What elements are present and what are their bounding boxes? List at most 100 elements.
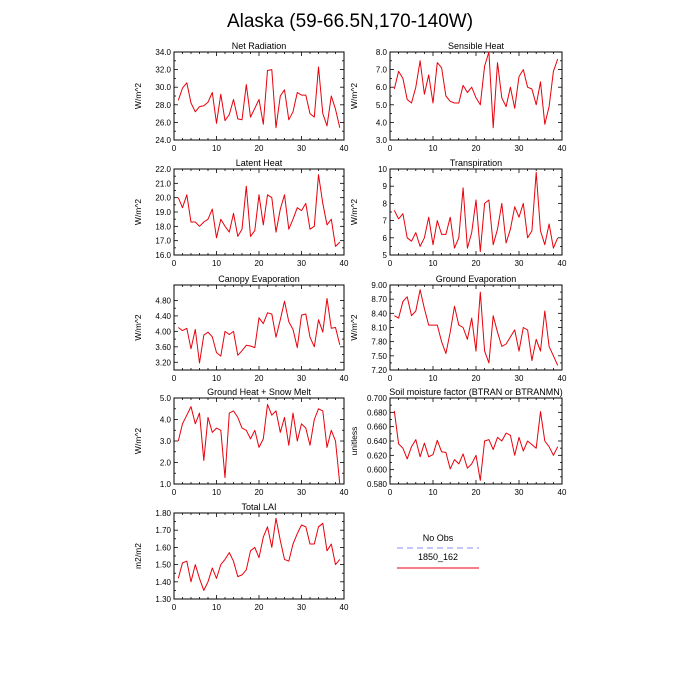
x-tick-label: 10 [429, 259, 438, 268]
y-tick-label: 4.80 [155, 296, 171, 305]
y-tick-label: 1.80 [155, 509, 171, 518]
y-tick-label: 9 [383, 182, 388, 191]
panel-ground-heat-snow-melt: Ground Heat + Snow Melt 0 10 20 30 40 1.0 2.0 3.… [133, 387, 349, 497]
x-tick-label: 30 [515, 374, 524, 383]
series-line [393, 51, 559, 129]
x-tick-label: 10 [429, 488, 438, 497]
y-tick-label: 5 [383, 251, 388, 260]
x-tick-label: 0 [172, 488, 177, 497]
panel-soil-moisture-factor-btran-or-btranmn: Soil moisture factor (BTRAN or BTRANMN)0… [349, 387, 567, 497]
y-tick-label: 5.0 [160, 394, 172, 403]
y-tick-label: 1.60 [155, 543, 171, 552]
panel-title-total-lai: Total LAI [241, 502, 276, 512]
x-tick-label: 0 [388, 259, 393, 268]
y-tick-label: 1.70 [155, 526, 171, 535]
y-tick-label: 20.0 [155, 194, 171, 203]
y-tick-label: 7.20 [371, 366, 387, 375]
x-tick-label: 0 [172, 374, 177, 383]
x-tick-label: 10 [212, 259, 221, 268]
y-axis-label: W/m^2 [133, 83, 143, 109]
y-tick-label: 34.0 [155, 48, 171, 57]
x-tick-label: 10 [429, 374, 438, 383]
panel-total-lai: Total LAI 0 10 20 30 40 1.30 1.40 1.50 1.60 1.70 1.… [133, 502, 349, 612]
x-tick-label: 40 [558, 488, 567, 497]
x-tick-label: 0 [388, 374, 393, 383]
y-axis-label: W/m^2 [133, 199, 143, 225]
y-tick-label: 1.40 [155, 578, 171, 587]
main-title: Alaska (59-66.5N,170-140W) [227, 11, 473, 32]
x-tick-label: 10 [212, 144, 221, 153]
y-tick-label: 2.0 [160, 459, 172, 468]
y-tick-label: 0.580 [367, 480, 388, 489]
y-tick-label: 18.0 [155, 222, 171, 231]
y-tick-label: 3.0 [160, 437, 172, 446]
x-tick-label: 40 [340, 488, 349, 497]
y-tick-label: 8.0 [376, 48, 388, 57]
legend-label-no-obs: No Obs [423, 533, 454, 543]
y-tick-label: 21.0 [155, 179, 171, 188]
x-tick-label: 40 [558, 259, 567, 268]
panel-title-transpiration: Transpiration [450, 158, 502, 168]
y-tick-label: 1.30 [155, 595, 171, 604]
panel-transpiration: Transpiration 0 10 20 30 40 5 6 7 8 9 10 W/m^2 [349, 158, 567, 268]
y-tick-label: 3.60 [155, 343, 171, 352]
panel-title-latent-heat: Latent Heat [236, 158, 283, 168]
x-tick-label: 0 [172, 144, 177, 153]
y-tick-label: 32.0 [155, 66, 171, 75]
x-tick-label: 0 [388, 144, 393, 153]
x-tick-label: 0 [172, 259, 177, 268]
panel-title-canopy-evaporation: Canopy Evaporation [218, 274, 300, 284]
panel-title-ground-evaporation: Ground Evaporation [436, 274, 517, 284]
x-tick-label: 40 [558, 144, 567, 153]
x-tick-label: 30 [297, 259, 306, 268]
panel-ground-evaporation: Ground Evaporation 0 10 20 30 40 7.20 7.50 7.80 8… [349, 274, 567, 383]
y-tick-label: 4.00 [155, 327, 171, 336]
y-tick-label: 22.0 [155, 165, 171, 174]
y-tick-label: 4.40 [155, 312, 171, 321]
panel-canopy-evaporation: Canopy Evaporation 0 10 20 30 40 3.20 3.60 4.00 4… [133, 274, 349, 383]
x-tick-label: 0 [388, 488, 393, 497]
x-tick-label: 30 [515, 144, 524, 153]
x-tick-label: 20 [472, 488, 481, 497]
y-tick-label: 8.10 [371, 324, 387, 333]
panel-latent-heat: Latent Heat 0 10 20 30 40 16.0 17.0 18.0 19.0 20.0… [133, 158, 349, 268]
series-line [177, 66, 341, 129]
series-line [177, 517, 341, 591]
y-tick-label: 17.0 [155, 237, 171, 246]
panel-title-net-radiation: Net Radiation [232, 41, 287, 51]
y-tick-label: 0.700 [367, 394, 388, 403]
y-axis-label: W/m^2 [349, 199, 359, 225]
x-tick-label: 30 [515, 259, 524, 268]
y-tick-label: 6.0 [376, 83, 388, 92]
x-tick-label: 0 [172, 603, 177, 612]
y-tick-label: 19.0 [155, 208, 171, 217]
x-tick-label: 20 [472, 259, 481, 268]
x-tick-label: 10 [212, 374, 221, 383]
y-tick-label: 8.40 [371, 309, 387, 318]
y-tick-label: 6 [383, 234, 388, 243]
y-tick-label: 26.0 [155, 118, 171, 127]
y-axis-label: W/m^2 [349, 83, 359, 109]
y-axis-label: W/m^2 [133, 314, 143, 340]
y-tick-label: 4.0 [160, 416, 172, 425]
series-line [393, 171, 559, 253]
x-tick-label: 20 [255, 603, 264, 612]
x-tick-label: 20 [255, 374, 264, 383]
x-tick-label: 30 [297, 144, 306, 153]
panel-title-soil-moisture-factor-btran-or-btranmn: Soil moisture factor (BTRAN or BTRANMN) [389, 387, 563, 397]
x-tick-label: 40 [340, 603, 349, 612]
y-tick-label: 9.00 [371, 281, 387, 290]
x-tick-label: 20 [472, 374, 481, 383]
x-tick-label: 40 [340, 259, 349, 268]
y-tick-label: 5.0 [376, 101, 388, 110]
panel-sensible-heat: Sensible Heat 0 10 20 30 40 3.0 4.0 5.0 6.0 7.0 8.0… [349, 41, 567, 153]
x-tick-label: 20 [255, 259, 264, 268]
y-tick-label: 7.80 [371, 338, 387, 347]
series-line [394, 289, 559, 366]
y-tick-label: 0.600 [367, 466, 388, 475]
y-tick-label: 7.0 [376, 66, 388, 75]
panels: Net Radiation 0 10 20 30 40 24.0 26.0 28.0 30.0 32… [133, 41, 567, 612]
series-line [178, 298, 341, 364]
y-axis-label: m2/m2 [133, 543, 143, 569]
